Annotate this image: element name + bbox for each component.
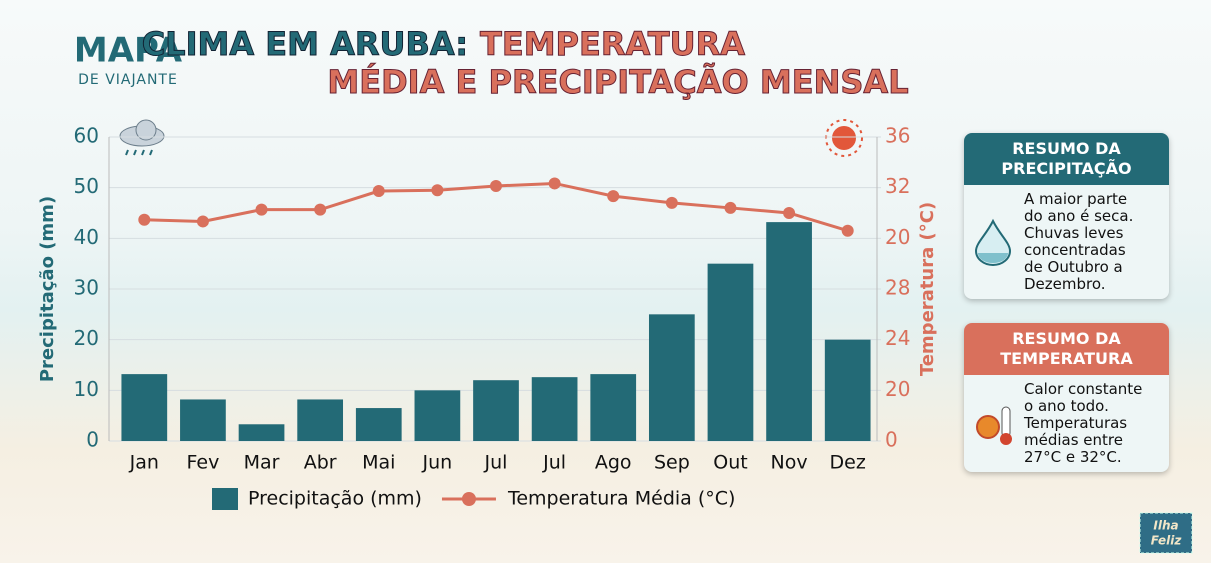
- x-tick-label: Jun: [422, 452, 453, 474]
- panel-body-line: A maior parte: [1024, 190, 1128, 208]
- logo-sub: DE VIAJANTE: [78, 72, 178, 88]
- y2-tick-label: 20: [885, 377, 910, 401]
- stamp-text: Ilha: [1153, 519, 1178, 533]
- legend-label: Precipitação (mm): [248, 488, 422, 510]
- y-axis-label: Precipitação (mm): [37, 196, 58, 382]
- line-point: [607, 190, 620, 203]
- panel-title-line: PRECIPITAÇÃO: [1001, 159, 1132, 178]
- x-tick-label: Mar: [244, 452, 280, 474]
- panel-body-line: o ano todo.: [1024, 397, 1109, 415]
- x-tick-label: Fev: [187, 452, 220, 474]
- panel-icon: [974, 218, 1012, 266]
- bar: [180, 399, 226, 441]
- panel-title-line: RESUMO DA: [1012, 329, 1121, 348]
- y-tick-label: 10: [74, 377, 99, 401]
- panel-title: RESUMO DA PRECIPITAÇÃO: [964, 133, 1169, 185]
- x-tick-label: Out: [713, 452, 747, 474]
- stamp: Ilha Feliz: [1139, 512, 1193, 554]
- line-point: [724, 201, 737, 214]
- bar: [121, 374, 168, 441]
- line-point: [841, 224, 854, 237]
- y-tick-label: 30: [74, 276, 99, 300]
- bar: [355, 408, 402, 441]
- title-line2: MÉDIA E PRECIPITAÇÃO MENSAL: [327, 63, 908, 101]
- x-tick-label: Jan: [129, 452, 159, 474]
- y2-tick-label: 32: [885, 174, 910, 198]
- y2-tick-label: 24: [885, 326, 910, 350]
- y-tick-label: 50: [74, 174, 99, 198]
- x-tick-label: Ago: [595, 452, 632, 474]
- x-tick-label: Nov: [771, 452, 808, 474]
- x-tick-label: Abr: [304, 452, 337, 474]
- legend-label: Temperatura Média (°C): [507, 488, 735, 510]
- panel-icon: [976, 406, 1012, 445]
- y2-axis-label: Temperatura (°C): [917, 202, 938, 376]
- summary-panel: RESUMO DA PRECIPITAÇÃO A maior parte do ano…: [964, 133, 1169, 299]
- line-point: [196, 215, 209, 228]
- stamp-text: Feliz: [1151, 534, 1183, 548]
- title-part2: TEMPERATURA: [480, 25, 745, 63]
- bar: [531, 377, 578, 441]
- rain-icon: [119, 119, 165, 156]
- x-tick-label: Jul: [484, 452, 508, 474]
- line-point: [255, 203, 268, 216]
- x-tick-label: Sep: [654, 452, 690, 474]
- panel-title-line: RESUMO DA: [1012, 139, 1121, 158]
- bar: [707, 263, 754, 441]
- bar: [297, 399, 344, 441]
- bar: [648, 314, 695, 441]
- bar: [414, 390, 461, 441]
- y-tick-label: 60: [74, 124, 99, 148]
- logo-name: MAPA: [74, 31, 183, 71]
- panel-body-line: 27°C e 32°C.: [1024, 448, 1122, 466]
- panel-title: RESUMO DA TEMPERATURA: [964, 323, 1169, 375]
- legend-swatch: [461, 492, 476, 506]
- sun-icon: [825, 119, 863, 157]
- y-tick-label: 40: [74, 225, 99, 249]
- bar: [766, 222, 812, 441]
- x-tick-label: Jul: [542, 452, 566, 474]
- line-point: [490, 179, 502, 192]
- line-point: [665, 196, 678, 209]
- panel-body-line: Calor constante: [1024, 380, 1143, 398]
- line-point: [783, 207, 796, 219]
- panel-title-line: TEMPERATURA: [1000, 349, 1133, 368]
- panel-body: A maior parte do ano é seca. Chuvas leves c…: [964, 185, 1169, 299]
- panel-body-line: Dezembro.: [1024, 275, 1106, 293]
- bar: [473, 380, 519, 441]
- line-point: [431, 184, 444, 197]
- bar: [824, 339, 871, 441]
- panel-body-line: do ano é seca.: [1024, 207, 1134, 225]
- panel-body-line: Chuvas leves: [1024, 224, 1124, 242]
- panel-body-line: de Outubro a: [1024, 258, 1123, 276]
- line-point: [548, 177, 561, 190]
- y2-tick-label: 20: [885, 225, 910, 249]
- line-point: [372, 185, 385, 198]
- panel-body-line: médias entre: [1024, 431, 1123, 449]
- x-tick-label: Mai: [362, 452, 395, 474]
- summary-panel: RESUMO DA TEMPERATURA Calor constante o ano…: [964, 323, 1169, 472]
- y-tick-label: 0: [86, 428, 99, 452]
- y2-tick-label: 36: [885, 124, 910, 148]
- title-part1: CLIMA EM ARUBA:: [142, 25, 468, 63]
- x-tick-label: Dez: [830, 452, 866, 474]
- line-point: [314, 203, 327, 216]
- logo: MAPA DE VIAJANTE: [74, 31, 183, 89]
- y2-tick-label: 0: [885, 428, 898, 452]
- line-point: [138, 213, 151, 226]
- panel-body: Calor constante o ano todo. Temperaturas mé…: [964, 375, 1169, 472]
- legend-swatch: [212, 488, 238, 510]
- bar: [590, 374, 637, 441]
- y-tick-label: 20: [74, 326, 99, 350]
- panel-body-line: concentradas: [1024, 241, 1126, 259]
- panel-body-line: Temperaturas: [1024, 414, 1128, 432]
- y2-tick-label: 28: [885, 276, 910, 300]
- bar: [238, 424, 285, 441]
